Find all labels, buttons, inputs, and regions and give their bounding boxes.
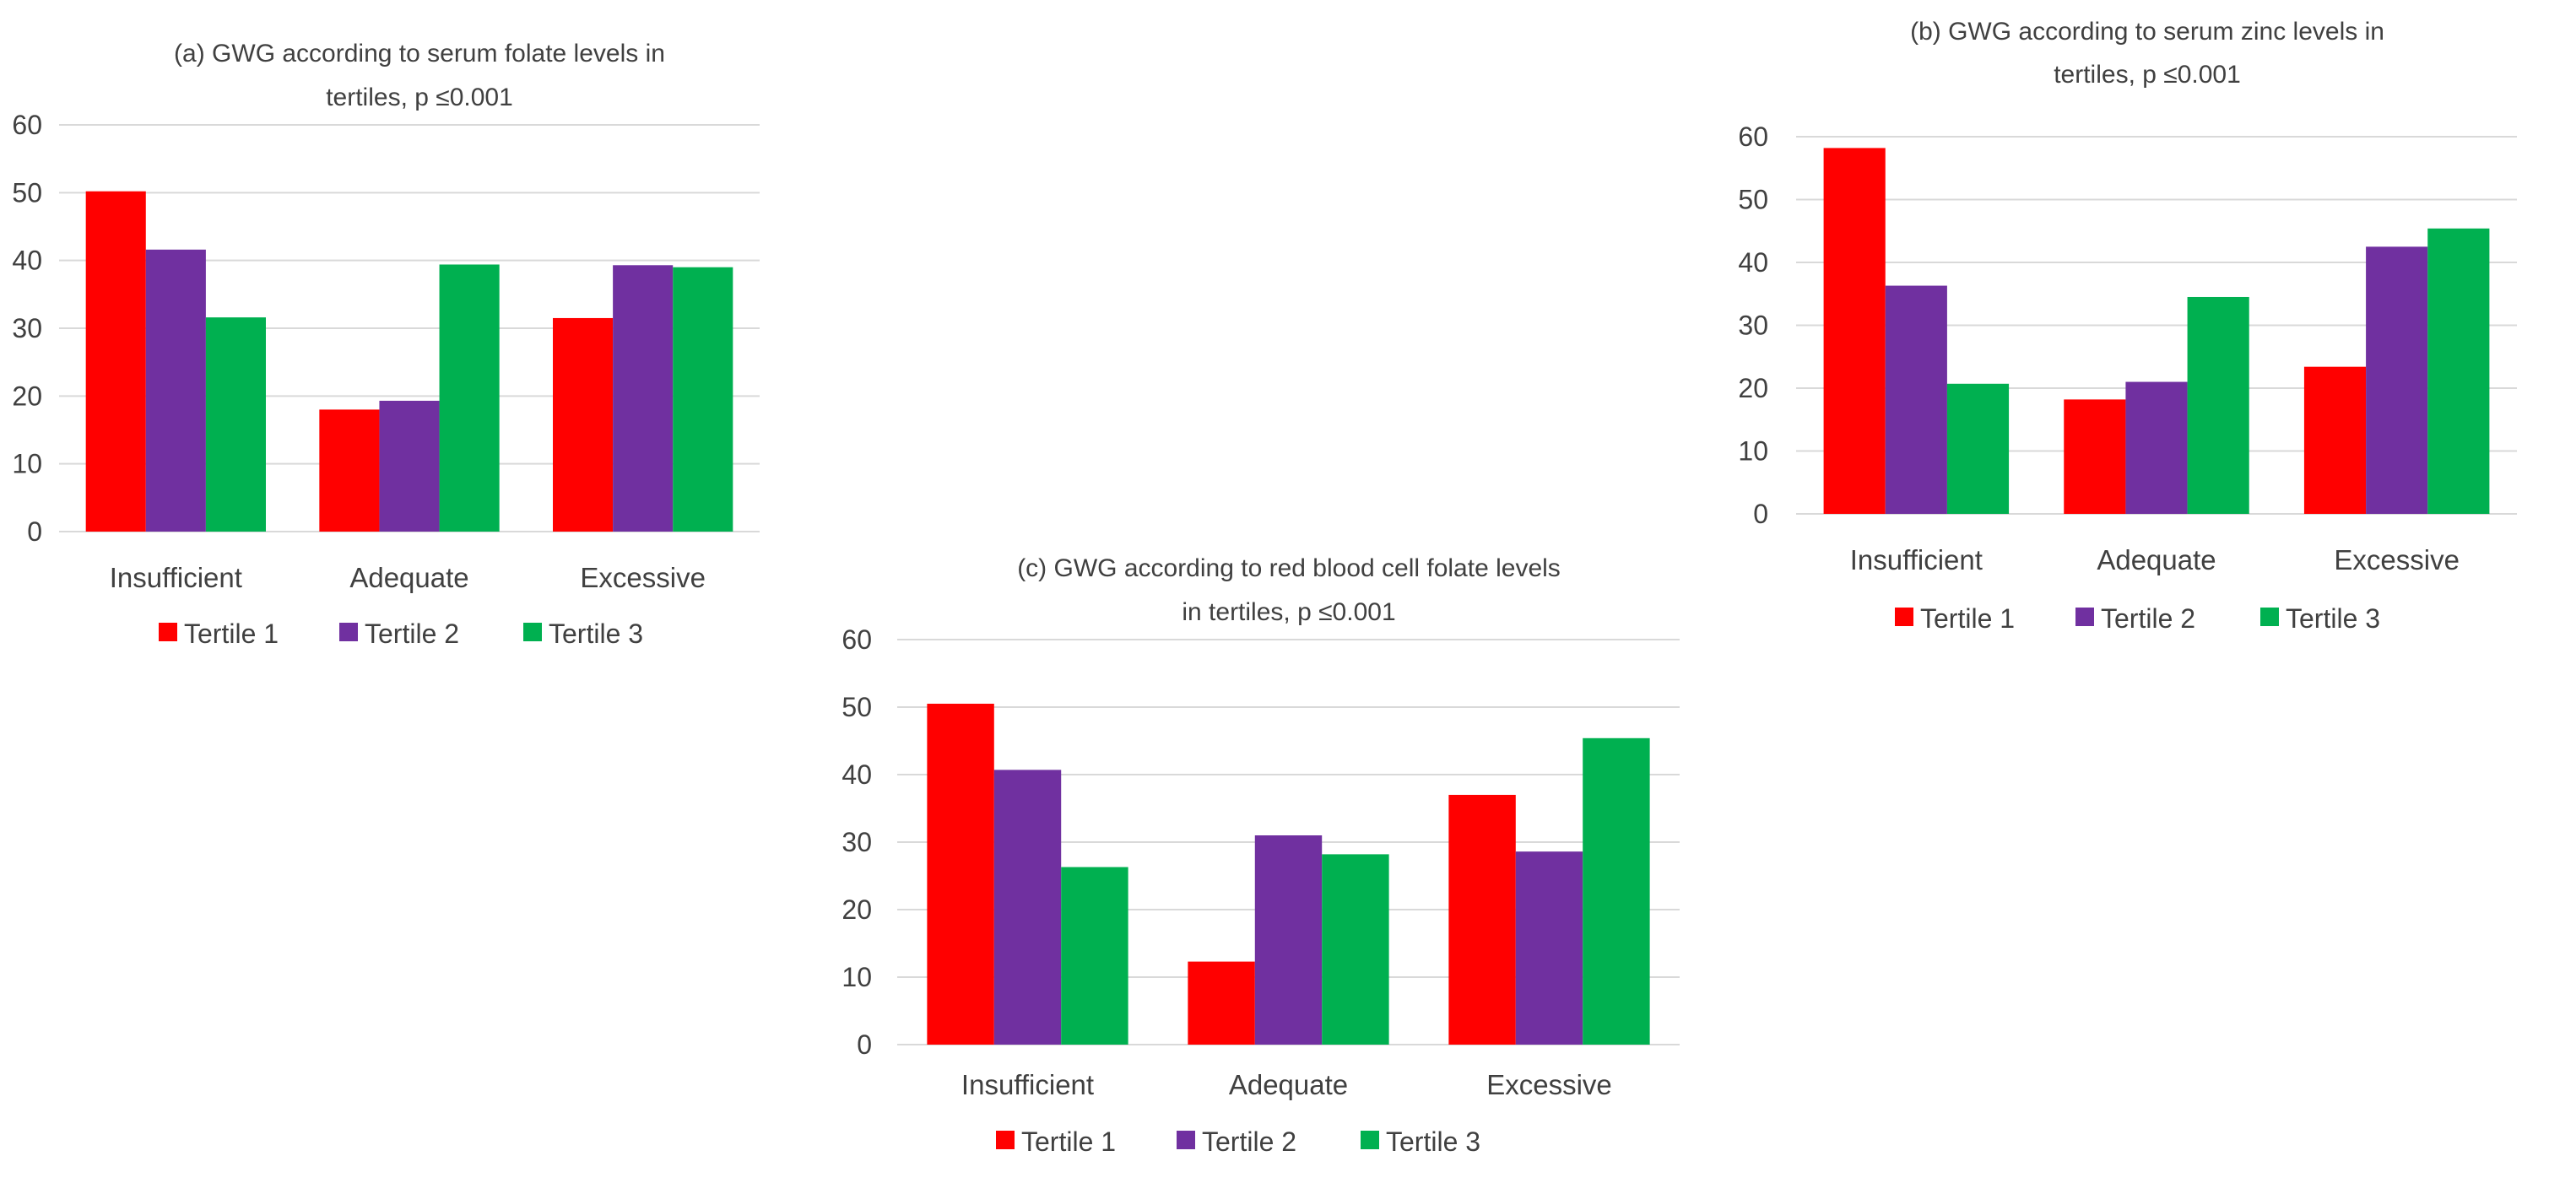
bar-excessive-tertile-3	[2427, 228, 2490, 514]
bar-adequate-tertile-3	[439, 264, 500, 532]
x-category-label: Adequate	[2097, 544, 2216, 575]
y-tick-label: 20	[842, 894, 872, 925]
bar-adequate-tertile-1	[319, 409, 380, 532]
bar-adequate-tertile-1	[2064, 399, 2126, 514]
y-tick-label: 50	[1738, 185, 1768, 215]
legend-label: Tertile 3	[1386, 1126, 1480, 1157]
y-tick-label: 0	[27, 516, 42, 547]
bar-insufficient-tertile-3	[205, 317, 266, 532]
legend-swatch	[159, 623, 177, 641]
legend-label: Tertile 1	[184, 619, 279, 649]
bar-excessive-tertile-2	[613, 265, 674, 532]
y-tick-label: 10	[842, 962, 872, 992]
chart-title: (b) GWG according to serum zinc levels i…	[1910, 18, 2384, 46]
y-tick-label: 40	[1738, 247, 1768, 278]
y-tick-label: 10	[12, 449, 42, 479]
bar-insufficient-tertile-1	[927, 704, 994, 1045]
legend-swatch	[2075, 608, 2094, 626]
legend-label: Tertile 3	[549, 619, 643, 649]
y-tick-label: 60	[1738, 122, 1768, 152]
legend-label: Tertile 3	[2286, 603, 2380, 634]
legend-label: Tertile 2	[2101, 603, 2195, 634]
bar-excessive-tertile-3	[673, 267, 733, 532]
bar-insufficient-tertile-1	[1823, 148, 1886, 514]
legend-label: Tertile 2	[1202, 1126, 1296, 1157]
y-tick-label: 60	[842, 624, 872, 655]
chart-title: (a) GWG according to serum folate levels…	[174, 40, 665, 68]
bar-adequate-tertile-2	[1254, 835, 1323, 1045]
legend-label: Tertile 1	[1920, 603, 2015, 634]
bar-excessive-tertile-2	[2366, 246, 2428, 514]
x-category-label: Excessive	[1486, 1069, 1612, 1100]
legend-label: Tertile 1	[1021, 1126, 1116, 1157]
bar-excessive-tertile-1	[2303, 366, 2367, 514]
x-category-label: Excessive	[2334, 544, 2460, 575]
chart-c: (c) GWG according to red blood cell fola…	[842, 554, 1680, 1157]
bar-excessive-tertile-1	[1448, 795, 1516, 1045]
bar-excessive-tertile-2	[1515, 851, 1583, 1045]
y-tick-label: 60	[12, 110, 42, 140]
legend-swatch	[1895, 608, 1913, 626]
bar-excessive-tertile-1	[553, 317, 614, 532]
y-tick-label: 30	[842, 827, 872, 857]
y-tick-label: 0	[857, 1029, 872, 1060]
y-tick-label: 30	[1738, 311, 1768, 341]
y-tick-label: 30	[12, 313, 42, 343]
chart-title: in tertiles, p ≤0.001	[1182, 598, 1395, 626]
bar-adequate-tertile-3	[1322, 854, 1389, 1045]
y-tick-label: 20	[12, 381, 42, 411]
x-category-label: Insufficient	[110, 562, 242, 593]
legend-swatch	[1361, 1131, 1379, 1149]
bar-insufficient-tertile-2	[993, 770, 1062, 1045]
y-tick-label: 20	[1738, 373, 1768, 403]
y-tick-label: 0	[1753, 499, 1768, 529]
y-tick-label: 40	[12, 246, 42, 276]
legend-swatch	[339, 623, 358, 641]
legend-label: Tertile 2	[365, 619, 459, 649]
bar-adequate-tertile-1	[1188, 961, 1255, 1045]
chart-title: (c) GWG according to red blood cell fola…	[1017, 554, 1561, 582]
bar-excessive-tertile-3	[1583, 737, 1650, 1045]
y-tick-label: 10	[1738, 436, 1768, 467]
chart-title: tertiles, p ≤0.001	[326, 84, 513, 111]
bar-adequate-tertile-3	[2187, 296, 2249, 514]
bar-insufficient-tertile-2	[145, 249, 206, 532]
bar-adequate-tertile-2	[2125, 381, 2188, 514]
legend-swatch	[1177, 1131, 1195, 1149]
x-category-label: Insufficient	[961, 1069, 1094, 1100]
x-category-label: Adequate	[349, 562, 468, 593]
bar-insufficient-tertile-2	[1885, 285, 1947, 514]
legend-swatch	[996, 1131, 1015, 1149]
chart-title: tertiles, p ≤0.001	[2054, 61, 2241, 89]
chart-b: (b) GWG according to serum zinc levels i…	[1738, 18, 2517, 634]
y-tick-label: 50	[12, 177, 42, 208]
chart-a: (a) GWG according to serum folate levels…	[12, 40, 760, 649]
bar-insufficient-tertile-3	[1946, 383, 2010, 514]
bar-insufficient-tertile-1	[85, 191, 146, 532]
bar-adequate-tertile-2	[379, 400, 440, 532]
y-tick-label: 50	[842, 692, 872, 722]
y-tick-label: 40	[842, 759, 872, 790]
legend-swatch	[2260, 608, 2279, 626]
x-category-label: Insufficient	[1850, 544, 1983, 575]
x-category-label: Excessive	[580, 562, 706, 593]
legend-swatch	[523, 623, 542, 641]
x-category-label: Adequate	[1229, 1069, 1348, 1100]
bar-insufficient-tertile-3	[1061, 867, 1128, 1045]
